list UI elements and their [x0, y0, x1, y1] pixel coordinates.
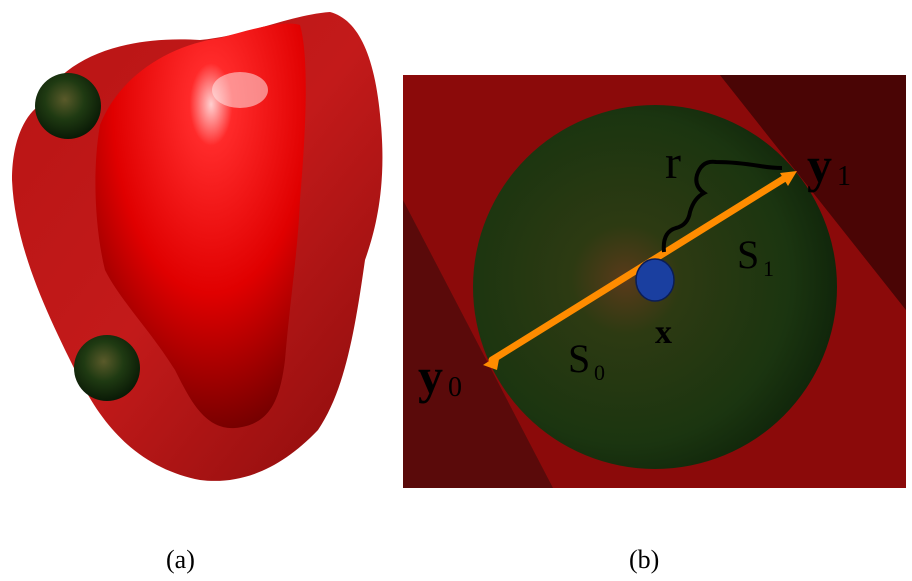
caption-b: (b): [629, 545, 659, 574]
marker-sphere-bottom: [74, 335, 140, 401]
surface-highlight: [212, 72, 268, 108]
radius-label: r: [665, 136, 681, 189]
y1-label: y: [807, 137, 832, 193]
s0-subscript: 0: [594, 360, 605, 385]
y0-label: y: [418, 348, 443, 404]
center-label: x: [655, 314, 672, 351]
s1-subscript: 1: [763, 256, 774, 281]
marker-sphere-top: [35, 73, 101, 139]
y0-subscript: 0: [448, 372, 462, 403]
arrowhead-y0: [483, 354, 500, 370]
panel-a: [12, 12, 383, 481]
panel-b-annotations: r x y 1 y 0 S 1 S 0: [418, 136, 851, 404]
caption-a: (a): [166, 545, 195, 574]
radius-brace: [661, 159, 783, 253]
s1-label: S: [737, 232, 759, 277]
arrowhead-y1: [780, 171, 797, 186]
y1-subscript: 1: [837, 161, 851, 192]
inner-surface: [95, 23, 306, 429]
dark-corner: [720, 75, 906, 310]
s0-label: S: [568, 336, 590, 381]
center-point: [635, 258, 675, 302]
